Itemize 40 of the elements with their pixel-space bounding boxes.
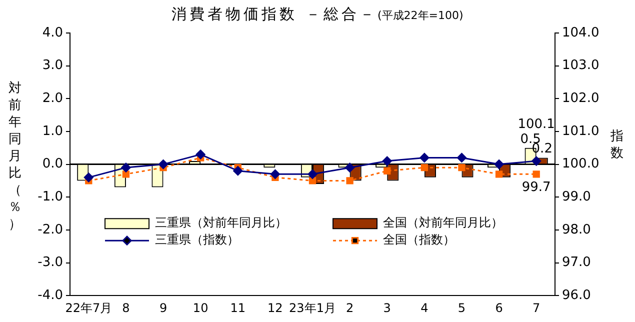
- y-tick-label: 3.0: [42, 58, 63, 74]
- legend-label: 全国（対前年同月比）: [383, 216, 503, 230]
- x-tick-label: 23年1月: [289, 300, 336, 315]
- x-tick-label: 22年7月: [65, 300, 112, 315]
- data-label: 99.7: [522, 180, 551, 196]
- x-tick-label: 4: [420, 300, 428, 315]
- y-tick-label: 0.0: [42, 156, 63, 172]
- y-tick-label: -1.0: [38, 190, 63, 204]
- x-tick-label: 12: [268, 300, 283, 315]
- y-tick-label: 1.0: [42, 124, 63, 139]
- y-tick-label: 2.0: [42, 91, 63, 106]
- y2-axis-title: 指数: [610, 128, 624, 162]
- y2-tick-label: 103.0: [562, 58, 600, 74]
- x-tick-label: 7: [532, 300, 540, 315]
- y-tick-label: -2.0: [38, 222, 63, 238]
- y2-tick-label: 99.0: [562, 190, 591, 204]
- chart-subtitle: (平成22年=100): [377, 9, 464, 22]
- legend-label: 全国（指数）: [383, 232, 455, 247]
- y2-tick-label: 100.0: [562, 156, 600, 172]
- y2-tick-label: 96.0: [562, 288, 591, 303]
- x-tick-label: 8: [122, 300, 130, 315]
- y-tick-label: -4.0: [38, 288, 63, 303]
- y2-tick-label: 98.0: [562, 222, 591, 238]
- text: 対前年同月比（％）: [8, 81, 22, 232]
- y2-tick-label: 102.0: [562, 91, 600, 106]
- x-tick-label: 6: [495, 300, 503, 315]
- x-tick-label: 5: [458, 300, 466, 315]
- y-tick-label: -3.0: [38, 255, 63, 270]
- legend-label: 三重県（対前年同月比）: [155, 216, 287, 230]
- x-tick-label: 3: [383, 300, 391, 315]
- x-tick-label: 9: [159, 300, 168, 315]
- y2-tick-label: 104.0: [562, 25, 600, 40]
- x-tick-label: 2: [346, 300, 354, 315]
- legend-label: 三重県（指数）: [155, 232, 239, 247]
- x-tick-label: 10: [192, 300, 208, 315]
- y2-tick-label: 97.0: [562, 255, 591, 270]
- y2-tick-label: 101.0: [562, 124, 600, 139]
- y-tick-label: 4.0: [42, 25, 63, 40]
- data-label: 100.1: [518, 116, 555, 132]
- x-tick-label: 11: [230, 300, 246, 315]
